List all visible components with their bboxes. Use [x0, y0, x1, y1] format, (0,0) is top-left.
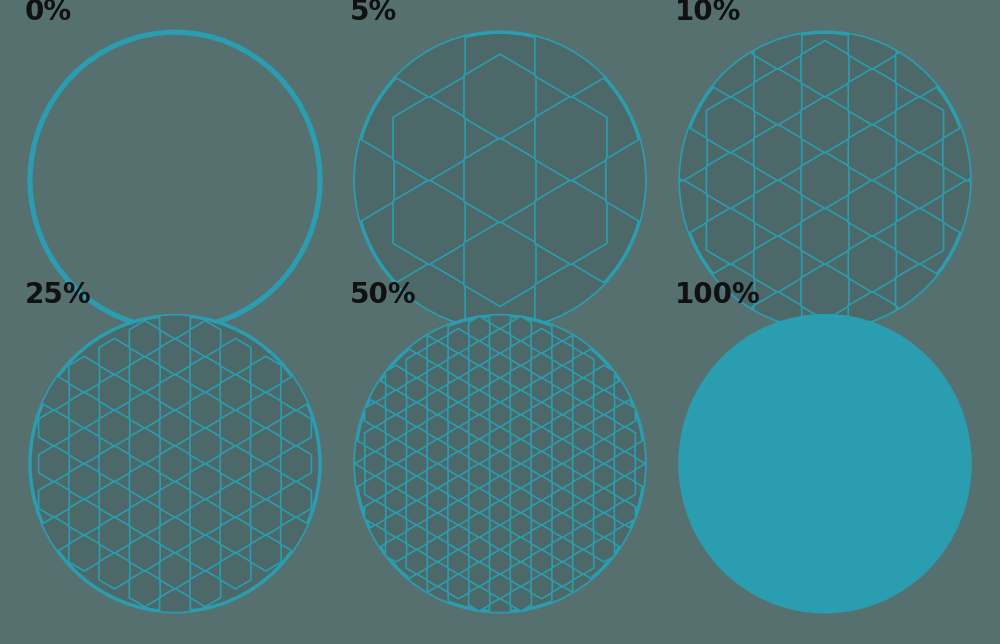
Text: 50%: 50%: [350, 281, 417, 309]
Text: 0%: 0%: [25, 0, 72, 26]
Ellipse shape: [680, 316, 970, 612]
Text: 100%: 100%: [675, 281, 761, 309]
Ellipse shape: [355, 32, 645, 328]
Text: 25%: 25%: [25, 281, 92, 309]
Ellipse shape: [30, 316, 320, 612]
Text: 10%: 10%: [675, 0, 741, 26]
Ellipse shape: [355, 316, 645, 612]
Text: 5%: 5%: [350, 0, 397, 26]
Ellipse shape: [680, 32, 970, 328]
